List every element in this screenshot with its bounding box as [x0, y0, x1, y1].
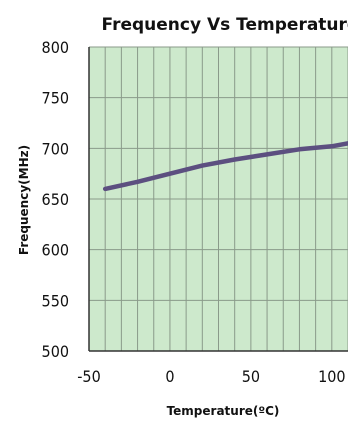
y-tick-label: 600	[42, 241, 69, 260]
series-layer	[102, 141, 348, 192]
x-tick-label: 50	[242, 367, 260, 386]
y-tick-label: 500	[42, 342, 69, 361]
x-tick-label: 100	[318, 367, 345, 386]
chart-title: Frequency Vs Temperature	[102, 15, 348, 35]
y-tick-labels: 500 550 600 650 700 750 800	[42, 38, 69, 361]
y-tick-label: 550	[42, 291, 69, 310]
series-line	[102, 141, 348, 192]
x-axis-label: Temperature(ºC)	[167, 404, 280, 418]
x-tick-label: -50	[77, 367, 101, 386]
y-tick-label: 700	[42, 139, 69, 158]
y-tick-label: 750	[42, 89, 69, 108]
x-tick-labels: -50 0 50 100	[77, 367, 345, 386]
grid	[88, 46, 348, 352]
y-tick-label: 650	[42, 190, 69, 209]
x-tick-label: 0	[165, 367, 174, 386]
y-tick-label: 800	[42, 38, 69, 57]
y-axis-label: Frequency(MHz)	[17, 145, 31, 255]
